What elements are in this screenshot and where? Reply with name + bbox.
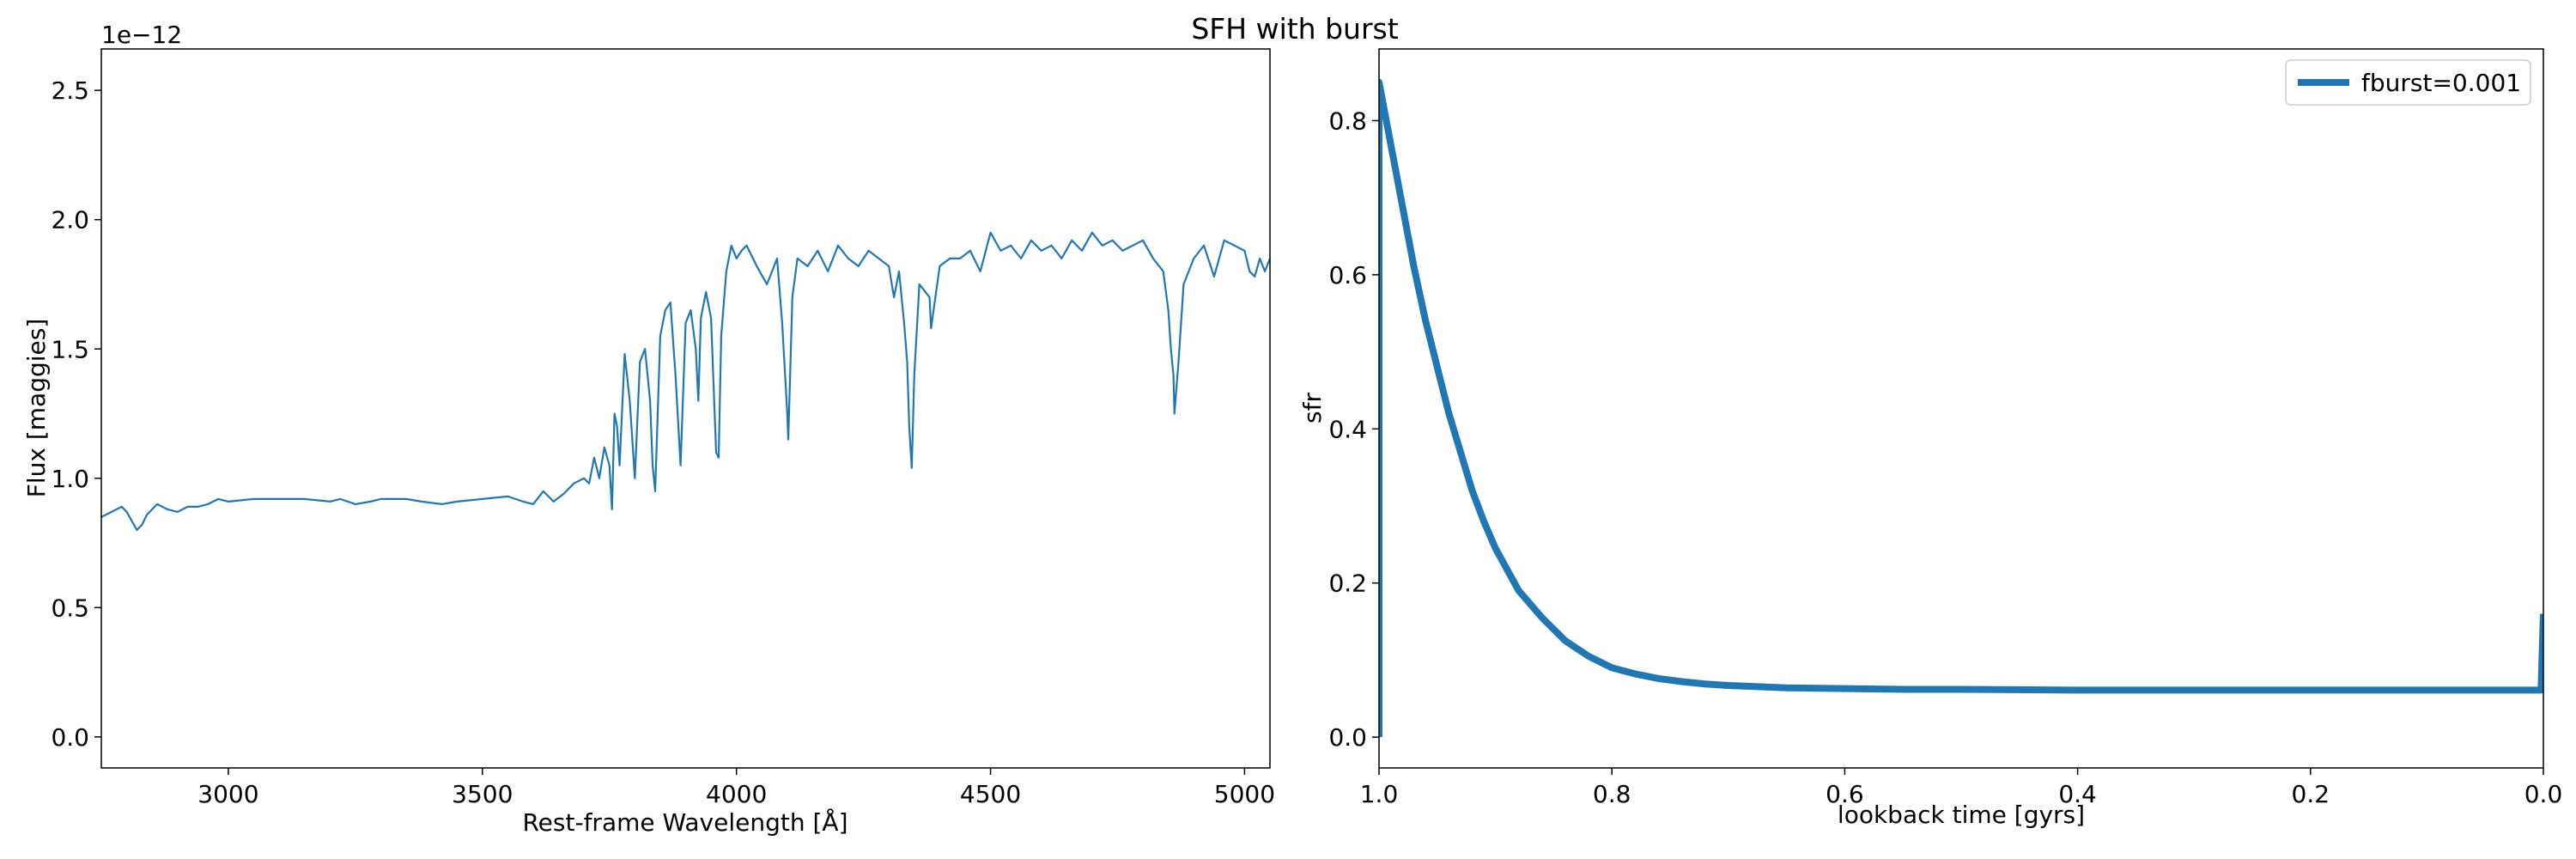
spectrum-y-tick-label: 2.5 xyxy=(51,76,89,105)
sfh-legend-box xyxy=(2285,59,2531,106)
sfh-x-tick-label: 0.2 xyxy=(2292,780,2330,808)
spectrum-x-tick-label: 5000 xyxy=(1214,780,1275,808)
spectrum-y-tick-label: 0.0 xyxy=(51,723,89,752)
spectrum-y-axis-label: Flux [maggies] xyxy=(22,319,51,498)
sfh-x-axis-label: lookback time [gyrs] xyxy=(1838,801,2085,829)
spectrum-x-tick-label: 4500 xyxy=(960,780,1021,808)
sfh-y-tick-label: 0.4 xyxy=(1328,415,1367,443)
spectrum-axes-frame xyxy=(100,48,1271,769)
sfh-panel: 1.0 0.8 0.6 0.4 0.2 0.0 0.0 0.2 0.4 0.6 0.8 lookb… xyxy=(1298,48,2563,829)
sfh-legend: fburst=0.001 xyxy=(2285,59,2531,106)
spectrum-x-axis-label: Rest-frame Wavelength [Å] xyxy=(522,807,848,837)
figure-suptitle: SFH with burst xyxy=(1191,12,1398,46)
spectrum-y-ticks: 0.0 0.5 1.0 1.5 2.0 2.5 xyxy=(51,76,101,752)
sfh-y-tick-label: 0.8 xyxy=(1328,107,1367,135)
sfh-series-line xyxy=(1379,78,2543,738)
spectrum-x-tick-label: 3500 xyxy=(452,780,513,808)
spectrum-x-tick-label: 4000 xyxy=(706,780,767,808)
sfh-x-tick-label: 0.4 xyxy=(2058,780,2097,808)
spectrum-x-tick-label: 3000 xyxy=(197,780,258,808)
spectrum-panel: 3000 3500 4000 4500 5000 0.00.51.01.52.02.5 … xyxy=(22,21,1275,837)
sfh-x-tick-label: 0.8 xyxy=(1593,780,1631,808)
sfh-y-tick-label: 0.2 xyxy=(1328,570,1367,598)
sfh-axes-frame xyxy=(1378,48,2544,769)
spectrum-y-offset-text: 1e−12 xyxy=(101,21,182,49)
sfh-legend-entry: fburst=0.001 xyxy=(2361,69,2521,97)
spectrum-x-ticks: 3000 3500 4000 4500 5000 xyxy=(197,768,1275,808)
sfh-y-ticks: 0.0 0.2 0.4 0.6 0.8 xyxy=(1328,107,1379,752)
spectrum-y-tick-label: 0.5 xyxy=(51,594,89,622)
spectrum-y-tick-label: 1.5 xyxy=(51,335,89,363)
sfh-x-ticks: 1.0 0.8 0.6 0.4 0.2 0.0 xyxy=(1360,768,2563,808)
spectrum-y-tick-label: 1.0 xyxy=(51,465,89,493)
sfh-x-tick-label: 1.0 xyxy=(1360,780,1399,808)
sfh-y-tick-label: 0.0 xyxy=(1328,723,1367,752)
spectrum-series-line xyxy=(101,231,1270,532)
spectrum-y-tick-label: 2.0 xyxy=(51,206,89,235)
sfh-plot-area xyxy=(1379,78,2543,738)
sfh-y-axis-label: sfr xyxy=(1298,393,1327,423)
sfh-x-tick-label: 0.0 xyxy=(2524,780,2563,808)
sfh-x-tick-label: 0.6 xyxy=(1826,780,1864,808)
sfh-y-tick-label: 0.6 xyxy=(1328,261,1367,289)
spectrum-plot-area xyxy=(101,231,1270,532)
